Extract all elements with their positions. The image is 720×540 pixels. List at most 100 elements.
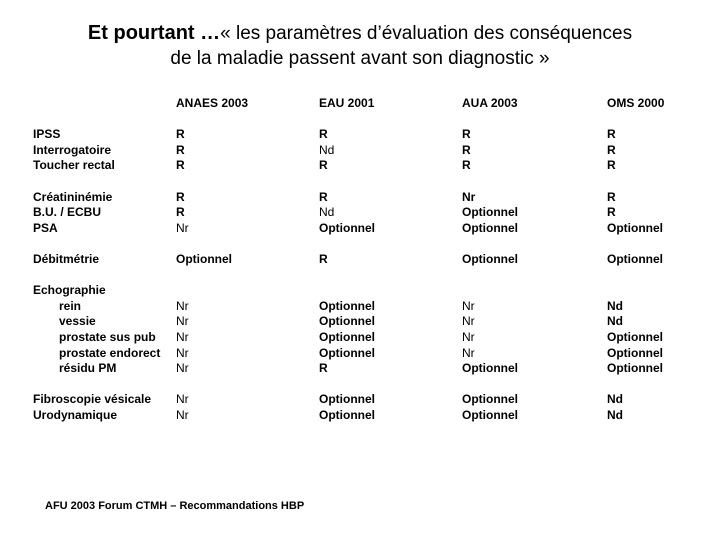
table-cell: R (607, 127, 616, 142)
table-cell: Optionnel (607, 361, 663, 376)
row-label: PSA (33, 220, 58, 235)
table-cell: R (319, 251, 328, 266)
table-cell: Optionnel (319, 220, 375, 235)
table-cell: Nr (176, 220, 189, 235)
spacer-row (0, 112, 720, 128)
table-cell: Nr (176, 392, 189, 407)
column-header: OMS 2000 (607, 96, 665, 110)
table-cell: Optionnel (319, 392, 375, 407)
table-row: Toucher rectal R R R R (0, 158, 720, 174)
table-cell: R (176, 189, 185, 204)
table-row: prostate endorect Nr Optionnel Nr Optionnel (0, 346, 720, 362)
table-cell: R (319, 158, 328, 173)
row-label: IPSS (33, 127, 61, 142)
spacer-row (0, 377, 720, 393)
title-quote-line-2: de la maladie passent avant son diagnost… (170, 48, 550, 69)
row-label: prostate endorect (59, 345, 161, 360)
row-label: Echographie (33, 283, 106, 298)
table-row: vessie Nr Optionnel Nr Nd (0, 314, 720, 330)
table-cell: Nr (462, 345, 475, 360)
table-cell: R (607, 189, 616, 204)
table-row: prostate sus pub Nr Optionnel Nr Optionnel (0, 330, 720, 346)
column-header: EAU 2001 (319, 96, 375, 110)
footer-citation: AFU 2003 Forum CTMH – Recommandations HB… (45, 500, 305, 512)
table-cell: R (319, 189, 328, 204)
table-cell: R (176, 127, 185, 142)
guidelines-table: ANAES 2003 EAU 2001 AUA 2003 OMS 2000 IPSS R R… (0, 96, 720, 423)
table-cell: Nd (607, 392, 623, 407)
spacer-row (0, 236, 720, 252)
table-cell: R (319, 127, 328, 142)
table-cell: Nd (607, 298, 623, 313)
row-label: prostate sus pub (59, 329, 156, 344)
row-label: Débitmétrie (33, 251, 100, 266)
table-row: PSA Nr Optionnel Optionnel Optionnel (0, 221, 720, 237)
table-cell: Optionnel (462, 392, 518, 407)
table-row: Echographie (0, 283, 720, 299)
table-cell: R (607, 142, 616, 157)
table-cell: R (607, 205, 616, 220)
row-label: B.U. / ECBU (33, 205, 102, 220)
title-line-1: Et pourtant …« les paramètres d’évaluati… (0, 21, 720, 47)
table-cell: Nd (607, 407, 623, 422)
spacer-row (0, 174, 720, 190)
row-label: Urodynamique (33, 407, 118, 422)
table-row: Fibroscopie vésicale Nr Optionnel Optionnel… (0, 392, 720, 408)
table-cell: Optionnel (319, 407, 375, 422)
table-cell: Nr (462, 298, 475, 313)
table-cell: Nr (462, 189, 476, 204)
table-cell: Optionnel (607, 329, 663, 344)
column-header: ANAES 2003 (176, 96, 249, 110)
table-cell: Optionnel (319, 314, 375, 329)
table-row: IPSS R R R R (0, 127, 720, 143)
table-cell: Nr (176, 407, 189, 422)
table-cell: R (319, 361, 328, 376)
table-cell: Optionnel (462, 205, 518, 220)
table-cell: R (176, 142, 185, 157)
table-row: résidu PM Nr R Optionnel Optionnel (0, 361, 720, 377)
table-row: Débitmétrie Optionnel R Optionnel Optionnel (0, 252, 720, 268)
row-label: Fibroscopie vésicale (33, 392, 152, 407)
table-cell: R (176, 205, 185, 220)
table-row: rein Nr Optionnel Nr Nd (0, 299, 720, 315)
slide-title: Et pourtant …« les paramètres d’évaluati… (0, 21, 720, 71)
table-cell: Nr (176, 361, 189, 376)
table-cell: Optionnel (607, 345, 663, 360)
spacer-row (0, 268, 720, 284)
table-cell: R (607, 158, 616, 173)
table-cell: Nr (176, 314, 189, 329)
table-cell: Nr (462, 314, 475, 329)
table-row: B.U. / ECBU R Nd Optionnel R (0, 205, 720, 221)
title-emphasis: Et pourtant … (87, 22, 221, 44)
table-header-row: ANAES 2003 EAU 2001 AUA 2003 OMS 2000 (0, 96, 720, 112)
table-row: Créatininémie R R Nr R (0, 190, 720, 206)
row-label: Toucher rectal (33, 158, 115, 173)
table-cell: Optionnel (319, 298, 375, 313)
table-cell: Optionnel (607, 251, 663, 266)
table-cell: R (176, 158, 185, 173)
title-quote-line-1: « les paramètres d’évaluation des conséq… (220, 23, 633, 44)
table-cell: Optionnel (176, 251, 232, 266)
table-cell: Nd (319, 142, 335, 157)
table-cell: Optionnel (462, 251, 518, 266)
table-cell: Nr (462, 329, 475, 344)
row-label: rein (59, 298, 82, 313)
row-label: Créatininémie (33, 189, 113, 204)
column-header: AUA 2003 (462, 96, 518, 110)
table-cell: R (462, 158, 471, 173)
table-cell: Optionnel (462, 407, 518, 422)
table-cell: Nd (607, 314, 623, 329)
table-cell: Nd (319, 205, 335, 220)
table-cell: R (462, 142, 471, 157)
table-cell: Nr (176, 345, 189, 360)
table-cell: Optionnel (462, 361, 518, 376)
table-cell: Optionnel (607, 220, 663, 235)
table-cell: Nr (176, 329, 189, 344)
table-row: Interrogatoire R Nd R R (0, 143, 720, 159)
row-label: résidu PM (59, 361, 117, 376)
table-cell: Optionnel (462, 220, 518, 235)
row-label: Interrogatoire (33, 142, 112, 157)
table-cell: R (462, 127, 471, 142)
row-label: vessie (59, 314, 96, 329)
